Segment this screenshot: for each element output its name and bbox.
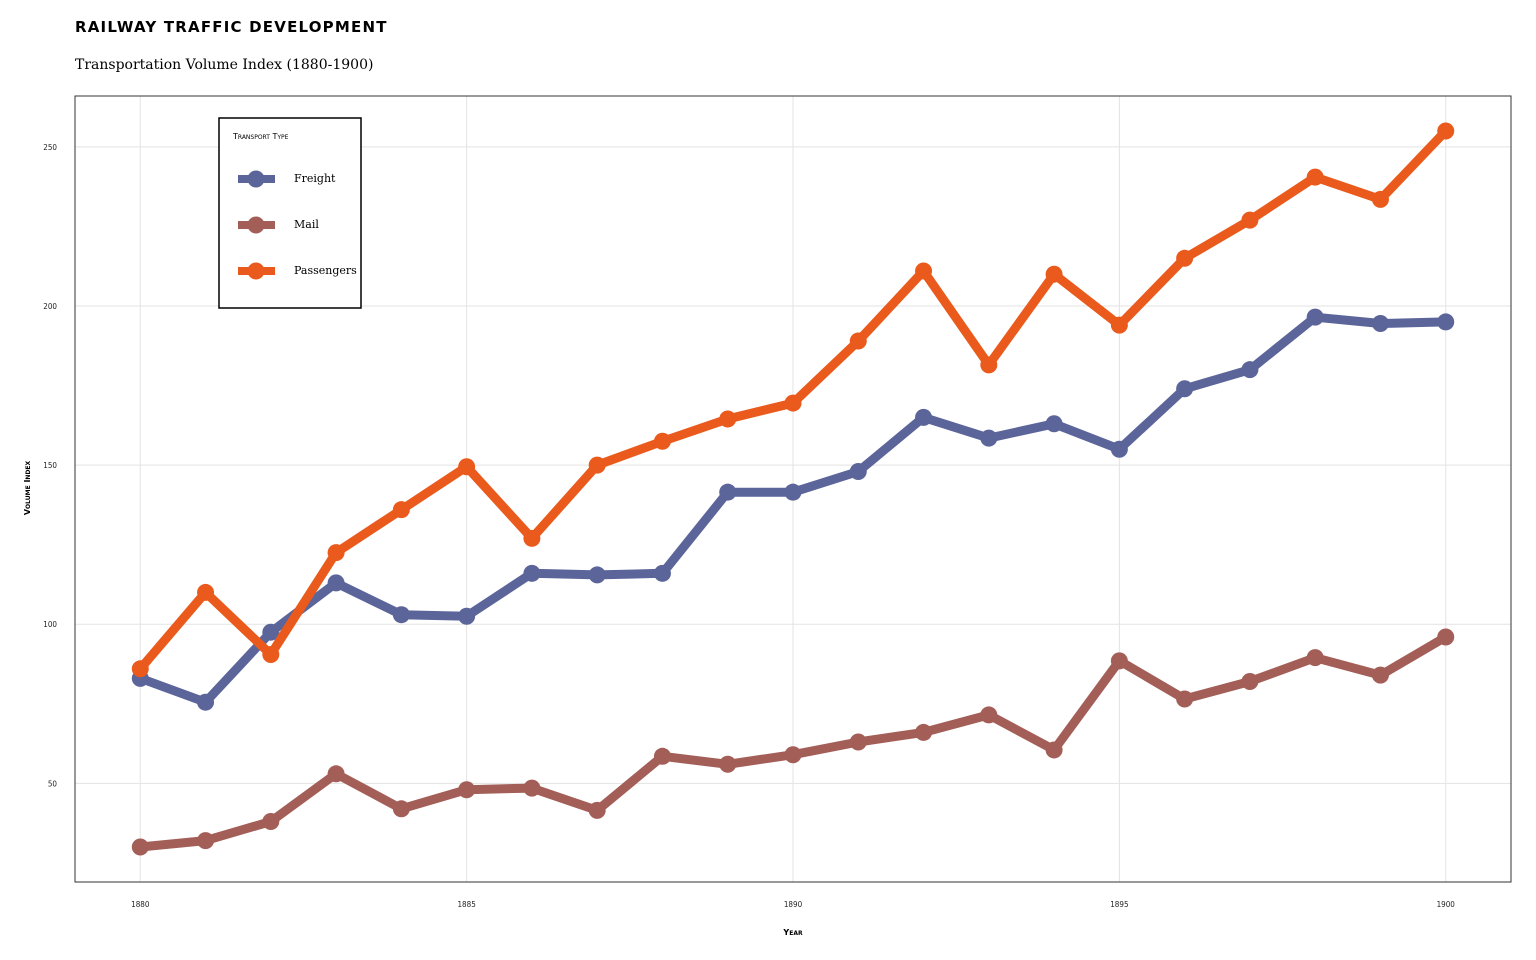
freight-point	[849, 462, 867, 480]
axis-ticks: 50 100 150 200 250 1880 1885 1890 1895 1900	[43, 143, 1455, 909]
freight-point	[653, 564, 671, 582]
mail-point	[458, 781, 476, 799]
mail-point	[849, 733, 867, 751]
passengers-point	[197, 583, 215, 601]
freight-point	[523, 564, 541, 582]
mail-point	[1371, 666, 1389, 684]
x-tick-label: 1880	[131, 900, 150, 909]
series-lines	[131, 122, 1455, 856]
mail-point	[197, 832, 215, 850]
x-tick-label: 1890	[784, 900, 803, 909]
mail-point	[1110, 652, 1128, 670]
mail-point	[719, 755, 737, 773]
passengers-point	[980, 356, 998, 374]
legend-item-mail: Mail	[238, 216, 319, 234]
legend-item-passengers: Passengers	[238, 262, 357, 280]
mail-point	[784, 746, 802, 764]
legend-swatch-marker	[247, 262, 265, 280]
legend-item-freight: Freight	[238, 170, 336, 188]
x-tick-label: 1885	[457, 900, 475, 909]
x-tick-label: 1895	[1110, 900, 1128, 909]
plot-frame	[74, 95, 1512, 883]
legend-label: Mail	[294, 218, 319, 231]
legend-label: Freight	[294, 172, 336, 185]
mail-point	[131, 838, 149, 856]
y-tick-label: 200	[43, 302, 57, 311]
mail-point	[1241, 673, 1259, 691]
freight-point	[1437, 313, 1455, 331]
chart-title: RAILWAY TRAFFIC DEVELOPMENT	[75, 18, 388, 36]
mail-point	[327, 765, 345, 783]
mail-point	[1176, 690, 1194, 708]
freight-point	[1371, 315, 1389, 333]
freight-point	[980, 429, 998, 447]
mail-point	[262, 813, 280, 831]
freight-point	[392, 606, 410, 624]
y-tick-label: 50	[48, 779, 58, 788]
mail-point	[980, 706, 998, 724]
passengers-point	[131, 660, 149, 678]
legend-swatch-marker	[247, 216, 265, 234]
y-tick-label: 100	[43, 620, 57, 629]
passengers-point	[392, 501, 410, 519]
mail-point	[1045, 741, 1063, 759]
mail-point	[523, 779, 541, 797]
freight-point	[197, 693, 215, 711]
passengers-point	[784, 394, 802, 412]
mail-point	[653, 747, 671, 765]
passengers-point	[1110, 316, 1128, 334]
freight-point	[915, 408, 933, 426]
freight-point	[262, 623, 280, 641]
freight-point	[719, 483, 737, 501]
freight-point	[1241, 361, 1259, 379]
passengers-point	[262, 645, 280, 663]
passengers-point	[849, 332, 867, 350]
mail-point	[588, 801, 606, 819]
y-axis-label: Volume Index	[23, 460, 32, 515]
mail-point	[1306, 649, 1324, 667]
passengers-point	[327, 544, 345, 562]
freight-point	[1110, 440, 1128, 458]
passengers-point	[719, 410, 737, 428]
x-axis-label: Year	[782, 928, 803, 937]
mail-point	[392, 800, 410, 818]
passengers-point	[523, 529, 541, 547]
legend: Transport Type Freight Mail Passengers	[218, 117, 362, 309]
legend-swatch-marker	[247, 170, 265, 188]
freight-point	[1306, 308, 1324, 326]
passengers-point	[1045, 265, 1063, 283]
freight-point	[1176, 380, 1194, 398]
x-tick-label: 1900	[1437, 900, 1456, 909]
mail-point	[1437, 628, 1455, 646]
freight-point	[327, 574, 345, 592]
mail-point	[915, 723, 933, 741]
passengers-point	[915, 262, 933, 280]
legend-box	[218, 117, 362, 309]
freight-point	[458, 607, 476, 625]
passengers-point	[1176, 249, 1194, 267]
series-passengers	[131, 122, 1455, 678]
passengers-point	[1306, 168, 1324, 186]
legend-title: Transport Type	[232, 132, 289, 141]
series-mail	[131, 628, 1455, 856]
series-freight	[131, 308, 1455, 711]
passengers-point	[653, 432, 671, 450]
y-tick-label: 250	[43, 143, 57, 152]
legend-label: Passengers	[294, 264, 357, 277]
freight-point	[784, 483, 802, 501]
freight-point	[1045, 415, 1063, 433]
passengers-point	[1371, 190, 1389, 208]
chart-subtitle: Transportation Volume Index (1880-1900)	[75, 57, 374, 73]
passengers-point	[588, 456, 606, 474]
passengers-point	[458, 458, 476, 476]
freight-point	[588, 566, 606, 584]
passengers-point	[1437, 122, 1455, 140]
y-tick-label: 150	[43, 461, 57, 470]
passengers-point	[1241, 211, 1259, 229]
